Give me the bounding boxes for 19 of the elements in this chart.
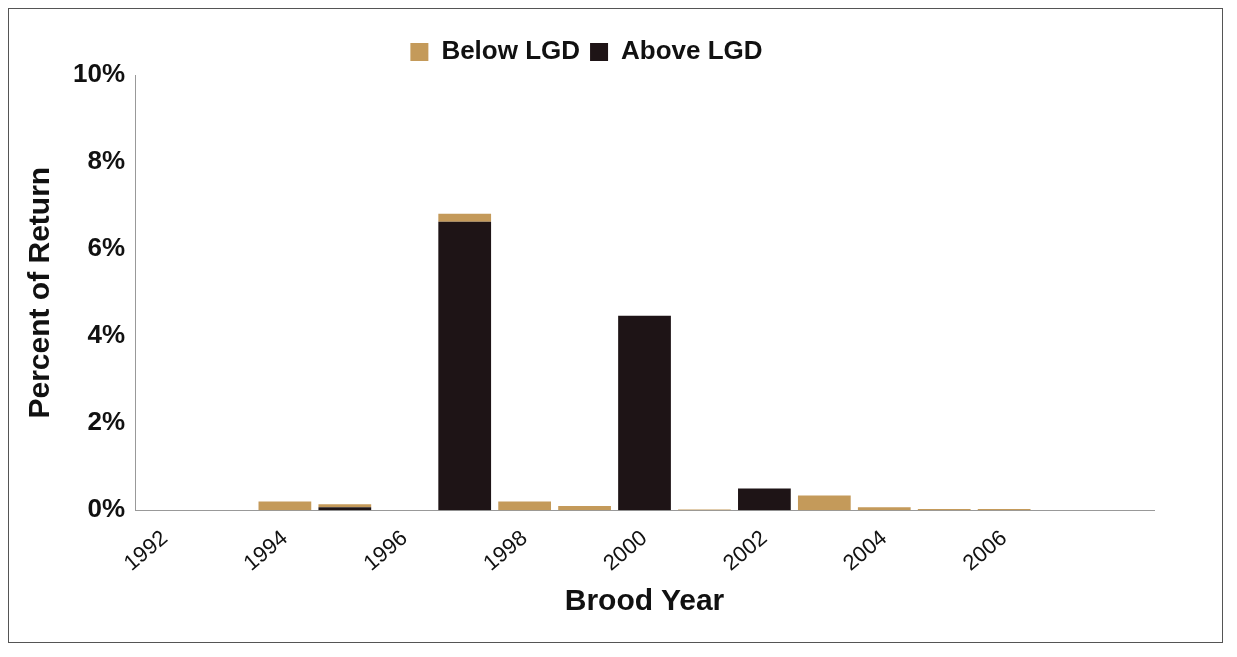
bar [258, 501, 312, 511]
y-tick-label: 2% [87, 406, 126, 437]
bar [438, 221, 492, 511]
y-axis-title: Percent of Return [22, 166, 56, 419]
bar [558, 505, 611, 511]
y-tick-label: 8% [87, 145, 126, 176]
x-axis-title: Brood Year [564, 583, 725, 617]
y-tick-label: 6% [87, 232, 126, 263]
bar [498, 501, 552, 511]
bar [618, 315, 671, 511]
legend-label: Above LGD [621, 35, 763, 66]
bar [857, 507, 911, 511]
y-tick-label: 0% [87, 493, 126, 524]
legend-label: Below LGD [441, 35, 581, 66]
y-tick-label: 10% [72, 58, 126, 89]
bar [438, 213, 492, 222]
bar [797, 495, 851, 511]
bar [738, 488, 791, 511]
y-tick-label: 4% [87, 319, 126, 350]
